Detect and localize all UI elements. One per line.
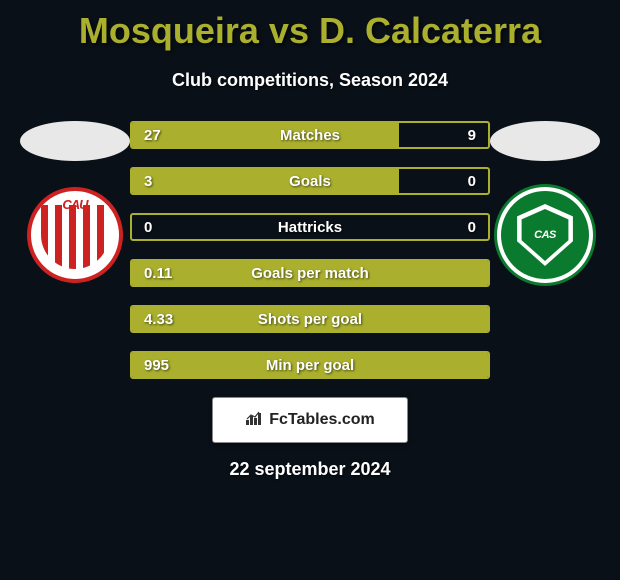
team-badge-left-text: CAU [62, 197, 87, 212]
stat-bars: 27 Matches 9 3 Goals 0 0 Hattricks 0 0.11 Goals pe… [130, 121, 490, 379]
left-side: CAU [20, 121, 130, 283]
date-text: 22 september 2024 [0, 459, 620, 480]
stat-bar: 4.33 Shots per goal [130, 305, 490, 333]
stat-label: Min per goal [266, 357, 354, 374]
page-title: Mosqueira vs D. Calcaterra [0, 0, 620, 52]
stat-right-value: 9 [468, 127, 476, 144]
team-badge-right-shield: CAS [514, 204, 576, 266]
stat-bar: 27 Matches 9 [130, 121, 490, 149]
chart-icon [245, 410, 263, 431]
player-silhouette-right [490, 121, 600, 161]
stat-left-value: 4.33 [144, 311, 173, 328]
page-subtitle: Club competitions, Season 2024 [0, 70, 620, 91]
stat-left-value: 0 [144, 219, 152, 236]
source-badge: FcTables.com [212, 397, 408, 443]
stat-bar: 0 Hattricks 0 [130, 213, 490, 241]
stat-left-value: 995 [144, 357, 169, 374]
player-silhouette-left [20, 121, 130, 161]
stat-bar-fill [132, 169, 399, 193]
stat-right-value: 0 [468, 219, 476, 236]
stat-label: Goals per match [251, 265, 369, 282]
source-text: FcTables.com [269, 411, 375, 429]
stat-bar: 995 Min per goal [130, 351, 490, 379]
stat-label: Goals [289, 173, 331, 190]
stat-bar: 0.11 Goals per match [130, 259, 490, 287]
stat-left-value: 3 [144, 173, 152, 190]
team-badge-left: CAU [27, 187, 123, 283]
stat-bar-fill [132, 123, 399, 147]
team-badge-right: CAS [497, 187, 593, 283]
stat-label: Shots per goal [258, 311, 362, 328]
stat-left-value: 27 [144, 127, 161, 144]
comparison-content: CAU 27 Matches 9 3 Goals 0 0 Hattricks 0 0.11 Goal… [0, 121, 620, 379]
right-side: CAS [490, 121, 600, 283]
team-badge-right-text: CAS [519, 209, 571, 261]
stat-label: Matches [280, 127, 340, 144]
stat-label: Hattricks [278, 219, 342, 236]
stat-left-value: 0.11 [144, 265, 172, 282]
stat-bar: 3 Goals 0 [130, 167, 490, 195]
team-badge-left-stripes [41, 205, 109, 269]
stat-right-value: 0 [468, 173, 476, 190]
